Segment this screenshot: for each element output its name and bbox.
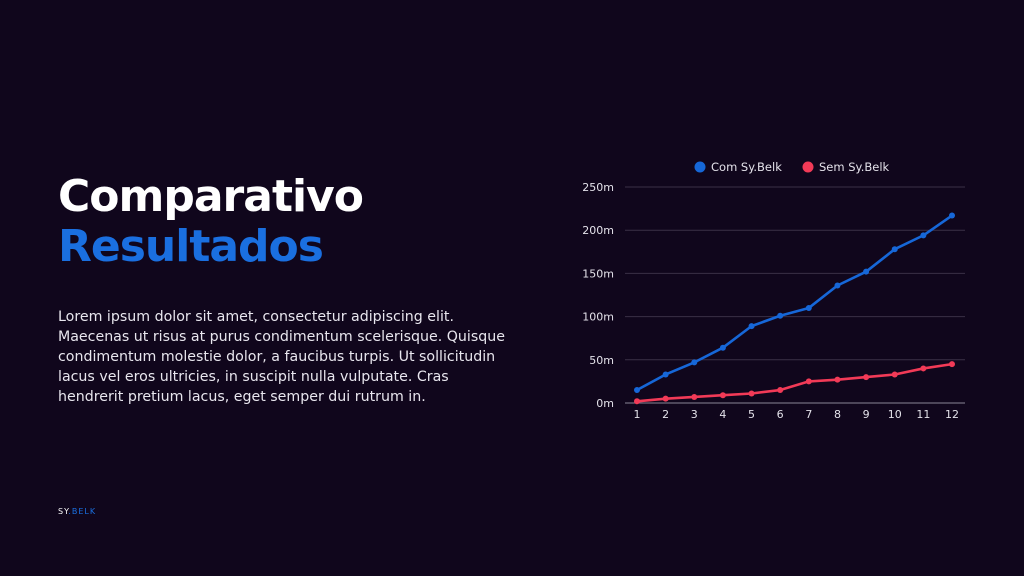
x-axis-ticks: 1 2 3 4 5 6 7 8 9 10 11 12 <box>634 408 960 421</box>
data-point <box>891 371 898 378</box>
data-point <box>634 387 640 394</box>
data-point <box>748 323 755 330</box>
body-paragraph: Lorem ipsum dolor sit amet, consectetur … <box>58 309 505 405</box>
data-point <box>777 387 784 394</box>
x-tick-label: 10 <box>888 408 902 421</box>
y-tick-label: 0m <box>596 397 614 410</box>
data-point <box>920 365 927 372</box>
x-tick-label: 1 <box>634 408 641 421</box>
data-point <box>949 361 955 368</box>
data-point <box>662 371 669 378</box>
y-tick-label: 200m <box>582 224 614 237</box>
x-tick-label: 6 <box>777 408 784 421</box>
title-line-1: Comparativo <box>58 171 364 222</box>
brand-logo: SY.BELK <box>58 507 96 516</box>
x-tick-label: 9 <box>863 408 870 421</box>
series-line-1 <box>635 214 954 392</box>
chart-legend: Com Sy.Belk Sem Sy.Belk <box>694 160 890 174</box>
y-tick-label: 250m <box>582 181 614 194</box>
data-point <box>805 378 812 385</box>
title-line-2: Resultados <box>58 221 324 272</box>
data-point <box>863 268 870 275</box>
legend-marker <box>802 161 814 173</box>
legend-label: Sem Sy.Belk <box>819 160 890 174</box>
y-tick-label: 150m <box>582 267 614 280</box>
x-tick-label: 4 <box>719 408 726 421</box>
legend-marker <box>694 161 706 173</box>
data-point <box>834 376 841 383</box>
x-tick-label: 3 <box>691 408 698 421</box>
brand-part-1: SY <box>58 507 69 516</box>
y-tick-label: 100m <box>582 311 614 324</box>
brand-part-2: .BELK <box>68 507 97 516</box>
data-point <box>662 395 669 402</box>
data-point <box>891 246 898 253</box>
data-point <box>691 359 698 366</box>
data-point <box>834 282 841 289</box>
x-tick-label: 8 <box>834 408 841 421</box>
data-point <box>863 374 870 381</box>
x-tick-label: 2 <box>662 408 669 421</box>
chart-series <box>634 212 955 405</box>
legend-label: Com Sy.Belk <box>711 160 782 174</box>
data-point <box>949 212 955 219</box>
x-tick-label: 12 <box>945 408 959 421</box>
data-point <box>719 344 726 351</box>
x-tick-label: 7 <box>805 408 812 421</box>
y-axis-ticks: 0m 50m 100m 150m 200m 250m <box>582 181 614 410</box>
series-line-2 <box>635 362 954 403</box>
data-point <box>748 390 755 397</box>
data-point <box>691 393 698 400</box>
slide-title: Comparativo Resultados <box>58 171 364 272</box>
data-point <box>777 312 784 319</box>
x-tick-label: 5 <box>748 408 755 421</box>
data-point <box>634 398 640 405</box>
data-point <box>719 392 726 399</box>
chart-grid <box>625 186 965 404</box>
x-tick-label: 11 <box>916 408 930 421</box>
line-chart: Com Sy.Belk Sem Sy.Belk 0m 50m 100m 150m 200m… <box>582 160 965 421</box>
data-point <box>805 304 812 311</box>
y-tick-label: 50m <box>589 354 614 367</box>
data-point <box>920 232 927 239</box>
